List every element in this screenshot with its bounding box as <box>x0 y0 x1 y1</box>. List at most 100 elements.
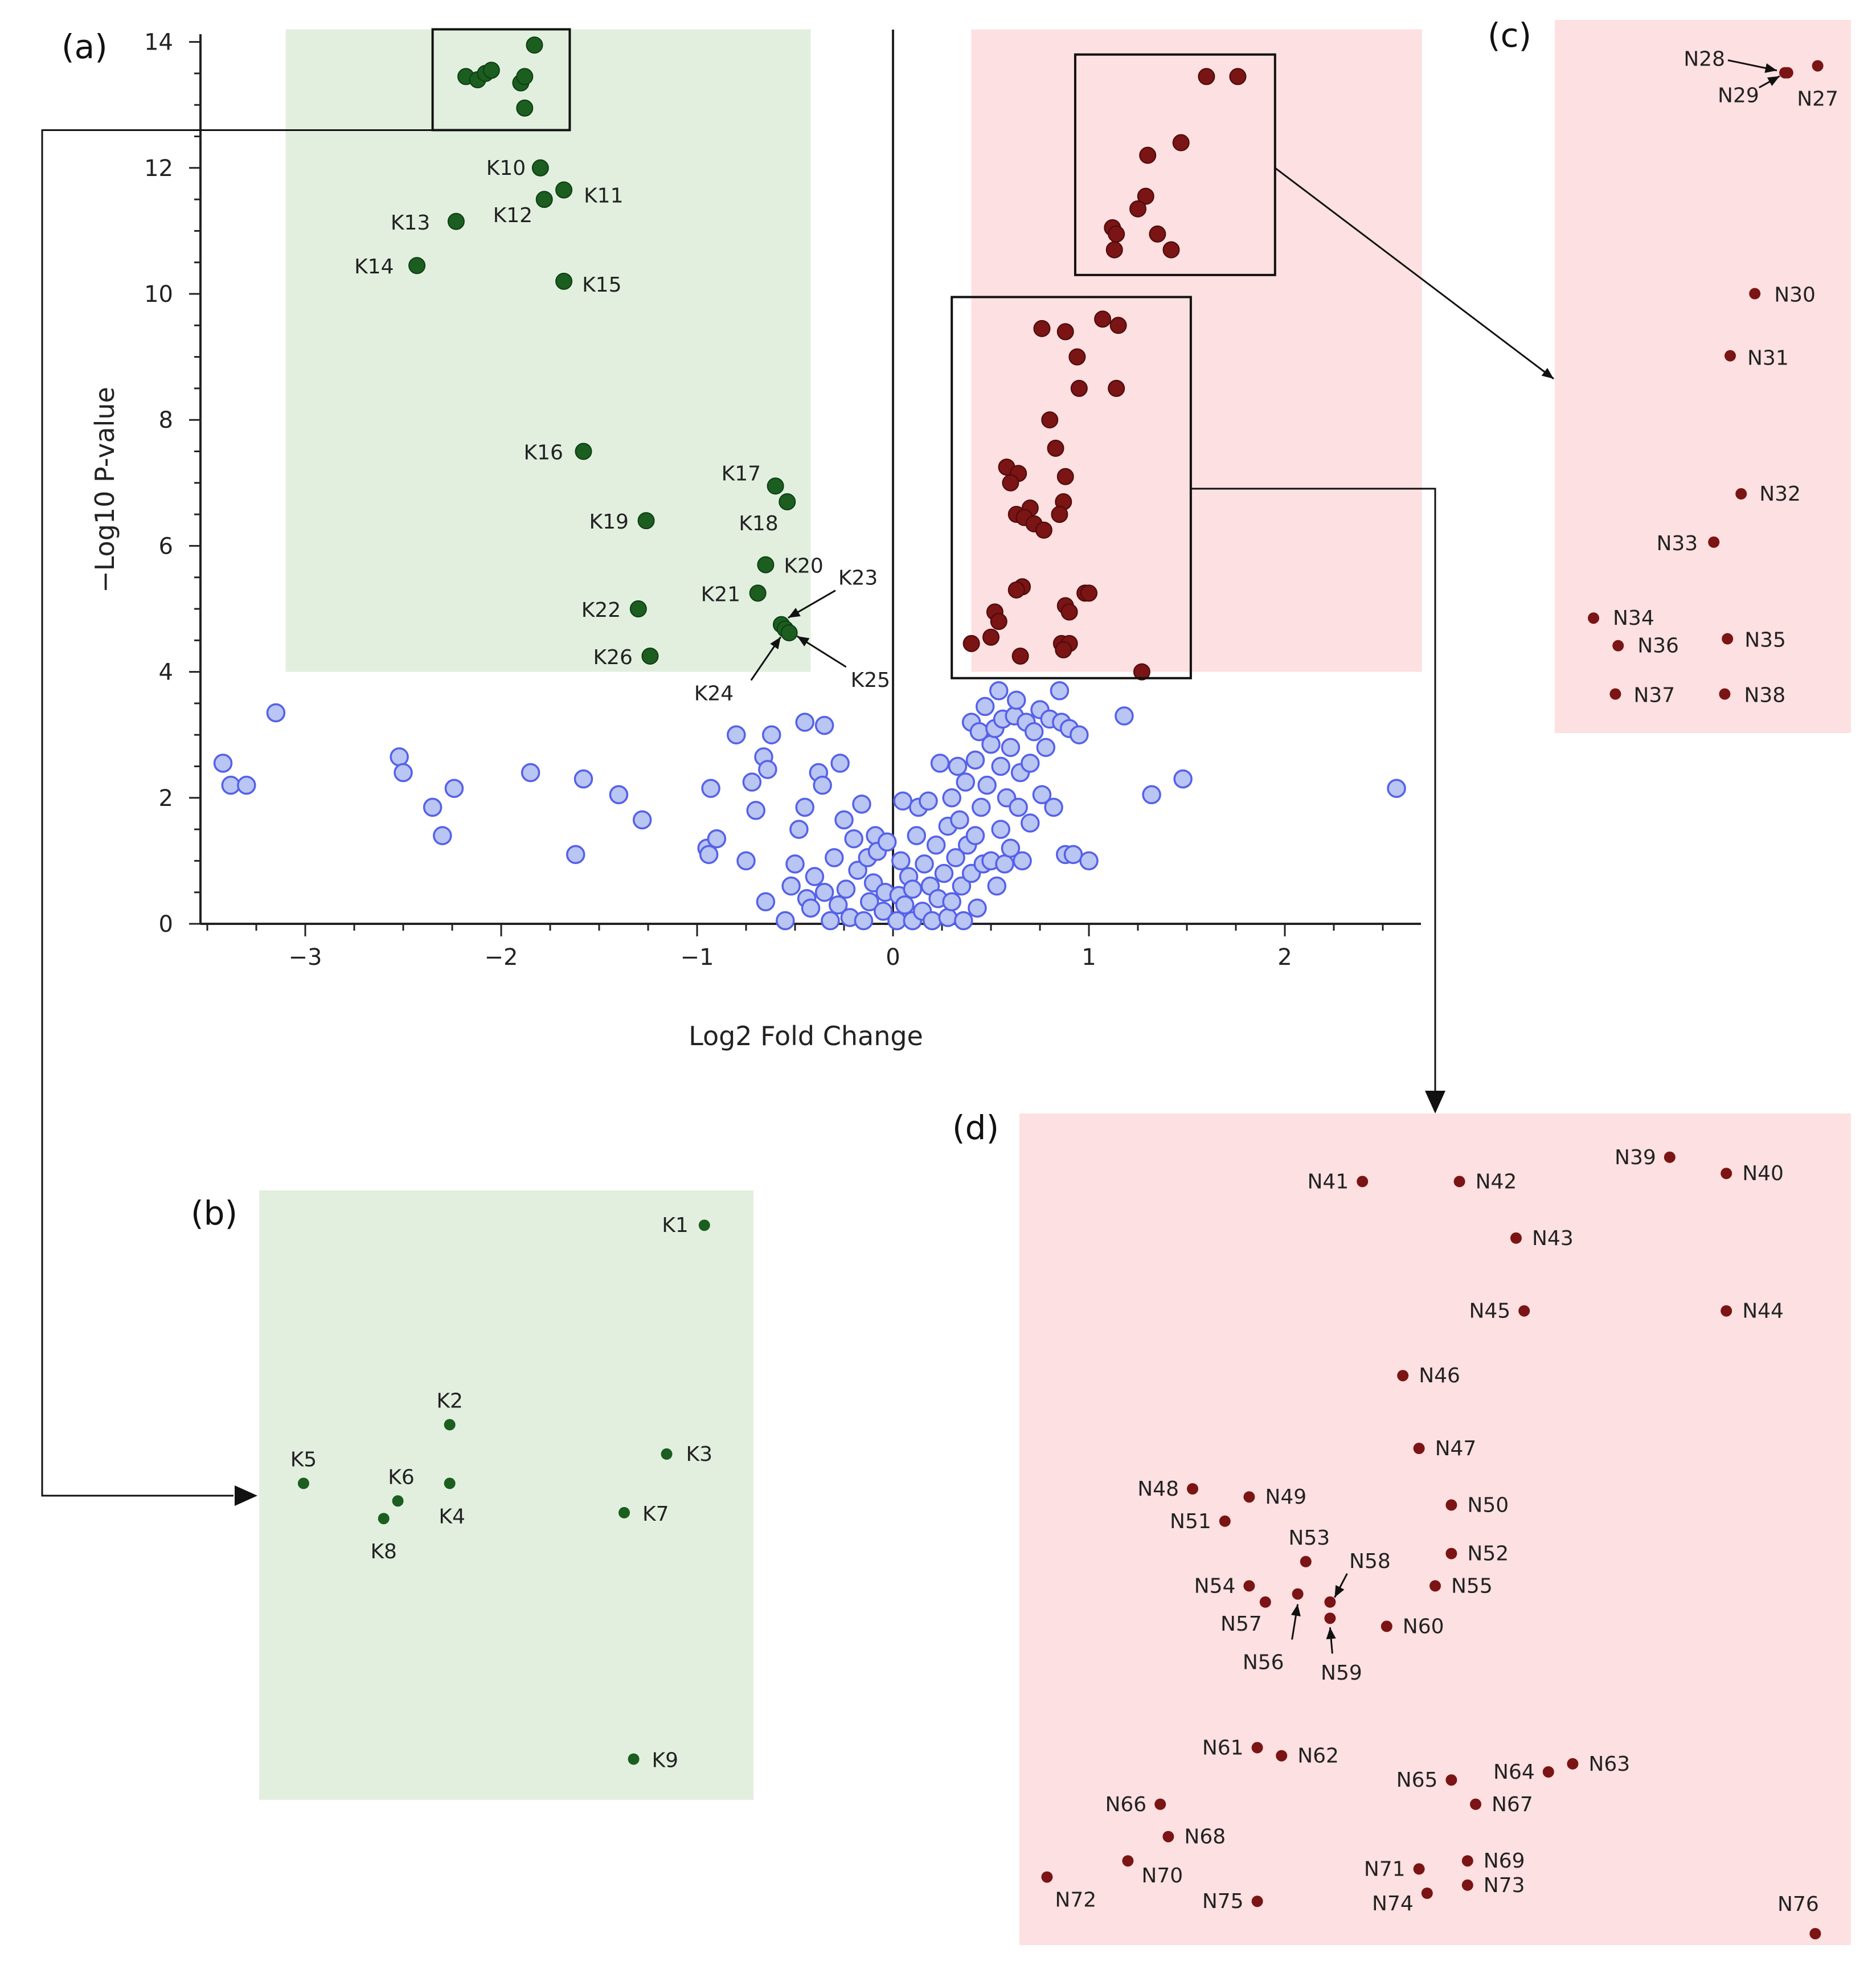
inset-point-label: N60 <box>1403 1615 1444 1638</box>
zoom-box-b <box>431 28 571 132</box>
inset-point <box>1735 488 1747 500</box>
inset-point-label: N49 <box>1265 1485 1306 1509</box>
inset-point-label: N67 <box>1492 1793 1533 1816</box>
y-tick-label: 6 <box>159 533 173 559</box>
upregulated-point <box>1137 187 1154 205</box>
downregulated-point-label: K16 <box>523 441 563 465</box>
upregulated-point <box>1080 584 1097 602</box>
inset-point <box>1324 1596 1336 1608</box>
inset-point <box>378 1513 390 1525</box>
downregulated-point <box>629 600 647 617</box>
nonsignificant-point <box>942 788 961 808</box>
inset-point-label: N56 <box>1243 1651 1284 1675</box>
nonsignificant-point <box>813 775 832 795</box>
inset-point-label: N53 <box>1288 1526 1330 1550</box>
inset-point <box>618 1506 630 1518</box>
upregulated-point <box>1055 641 1072 658</box>
panel-letter-a: (a) <box>62 27 108 66</box>
nonsignificant-point <box>942 892 961 912</box>
inset-point-label: N36 <box>1637 634 1679 658</box>
nonsignificant-point <box>946 848 965 867</box>
inset-point <box>1276 1750 1288 1762</box>
inset-point <box>698 1219 710 1231</box>
y-axis-label: −Log10 P-value <box>89 387 120 593</box>
inset-point-label: N66 <box>1105 1793 1146 1816</box>
inset-point-label: N68 <box>1184 1825 1226 1849</box>
inset-point <box>1567 1758 1579 1770</box>
upregulated-point <box>1007 581 1025 599</box>
nonsignificant-point <box>989 681 1009 701</box>
downregulated-point-label: K14 <box>354 255 394 279</box>
downregulated-point <box>447 212 465 230</box>
inset-point-label: N75 <box>1202 1890 1244 1913</box>
x-tick-label: 1 <box>1082 944 1096 971</box>
nonsignificant-point <box>1070 725 1089 744</box>
downregulated-point <box>780 624 798 642</box>
inset-point <box>1612 640 1624 652</box>
nonsignificant-point <box>848 861 867 880</box>
downregulated-point-label: K22 <box>581 599 621 622</box>
inset-point <box>1722 633 1734 645</box>
upregulated-point <box>1149 225 1166 243</box>
inset-point-label: N51 <box>1170 1510 1211 1533</box>
inset-point-label: N69 <box>1484 1849 1525 1873</box>
upregulated-point <box>1051 506 1068 523</box>
inset-point-label: N48 <box>1137 1477 1179 1501</box>
downregulated-point <box>637 512 655 530</box>
nonsignificant-point <box>781 876 801 896</box>
nonsignificant-point <box>1021 754 1040 773</box>
inset-point-label: N71 <box>1364 1857 1406 1881</box>
inset-point <box>1251 1896 1263 1907</box>
nonsignificant-point <box>632 810 652 830</box>
upregulated-point <box>1229 68 1247 85</box>
nonsignificant-point <box>991 756 1010 776</box>
upregulated-point <box>1041 411 1059 429</box>
inset-point-label: N37 <box>1633 684 1675 707</box>
nonsignificant-point <box>758 760 777 779</box>
nonsignificant-point <box>934 863 954 883</box>
inset-point <box>1187 1483 1198 1495</box>
inset-point-label: N27 <box>1797 88 1838 111</box>
downregulated-point <box>555 181 573 199</box>
nonsignificant-point <box>977 775 997 795</box>
nonsignificant-point <box>444 779 464 798</box>
inset-point-label: N31 <box>1747 347 1789 370</box>
nonsignificant-point <box>821 911 840 931</box>
inset-point-label: N38 <box>1744 684 1785 707</box>
y-tick-label: 2 <box>159 785 173 812</box>
inset-point-label: N47 <box>1435 1437 1477 1460</box>
inset-point-label: N34 <box>1613 607 1654 630</box>
callout-arrowhead <box>797 636 810 647</box>
nonsignificant-point <box>891 851 911 871</box>
inset-point <box>1445 1547 1457 1559</box>
nonsignificant-point <box>926 836 946 855</box>
inset-point <box>1243 1491 1255 1503</box>
inset-point <box>444 1477 456 1489</box>
nonsignificant-point <box>852 795 871 814</box>
upregulated-point <box>1033 320 1051 337</box>
inset-point <box>1588 612 1599 624</box>
inset-point-label: N59 <box>1321 1661 1362 1685</box>
zoom-box-c <box>1074 53 1276 276</box>
inset-point <box>1461 1879 1473 1891</box>
inset-point <box>1413 1863 1425 1875</box>
inset-point-label: N42 <box>1476 1170 1517 1193</box>
inset-point-label: N61 <box>1202 1736 1244 1759</box>
downregulated-point-label: K25 <box>851 669 890 692</box>
x-tick-label: −2 <box>485 944 518 971</box>
upregulated-point <box>1094 310 1112 328</box>
inset-point-label: N57 <box>1220 1612 1262 1636</box>
x-tick-label: 2 <box>1277 944 1292 971</box>
inset-point-label: N70 <box>1141 1864 1183 1888</box>
nonsignificant-point <box>742 772 762 792</box>
inset-point <box>1609 688 1621 700</box>
nonsignificant-point <box>1173 769 1193 789</box>
inset-point <box>1721 1305 1732 1317</box>
y-tick-label: 0 <box>159 911 173 937</box>
upregulated-point <box>1172 134 1190 152</box>
nonsignificant-point <box>968 898 987 918</box>
inset-point <box>1324 1612 1336 1624</box>
upregulated-point <box>1109 317 1127 334</box>
